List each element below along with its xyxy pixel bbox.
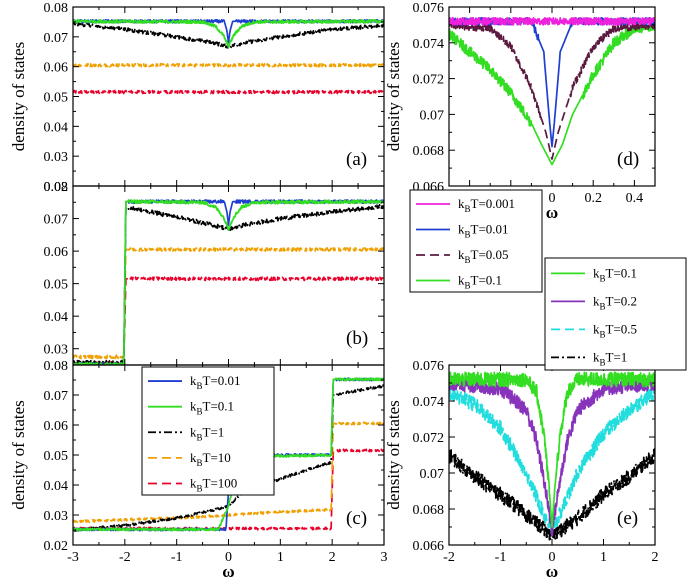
series-c-4 (73, 377, 384, 532)
ytick-d: 0.068 (413, 144, 445, 159)
series-e-0 (449, 448, 655, 542)
xtick-e: -2 (443, 550, 455, 565)
xtick-c: 0 (225, 550, 232, 565)
panel-e: 0.066 0.068 0.07 0.072 0.074 0.076 -2 -1 0 1 2 (e) d… (384, 359, 659, 579)
panel-label-b: (b) (346, 328, 368, 349)
xtick-d: 0.4 (626, 191, 644, 206)
panel-label-e: (e) (617, 508, 638, 529)
legend-c (141, 366, 275, 496)
legend-label-e: kBT=0.5 (593, 321, 637, 339)
legend-label-d: kBT=0.05 (458, 247, 509, 265)
series-a-4 (73, 19, 384, 49)
legend-label-c: kBT=1 (190, 424, 224, 442)
legend-d (409, 189, 543, 293)
series-b-0 (73, 276, 384, 365)
ytick-a: 0.08 (44, 1, 69, 16)
ytick-b: 0.06 (44, 245, 69, 260)
panel-b: 0.03 0.04 0.05 0.06 0.07 0.08 (b) (44, 180, 385, 366)
series-b-3 (73, 199, 384, 365)
ytick-c: 0.02 (44, 539, 69, 554)
xlabel-e: ω (546, 562, 558, 579)
legend-e (544, 257, 687, 371)
ytick-a: 0.07 (44, 31, 69, 46)
ytick-c: 0.07 (44, 389, 69, 404)
ytick-c: 0.08 (44, 359, 69, 374)
series-b-1 (73, 246, 384, 360)
panel-label-c: (c) (346, 508, 367, 529)
xtick-c: 1 (277, 550, 284, 565)
legend-label-c: kBT=0.1 (190, 399, 234, 417)
ytick-c: 0.03 (44, 509, 69, 524)
ytick-c: 0.05 (44, 449, 69, 464)
panel-a: 0.02 0.03 0.04 0.05 0.06 0.07 0.08 (a) density o… (9, 1, 385, 195)
frame-a (72, 6, 385, 187)
ytick-d: 0.074 (413, 37, 445, 52)
legend-label-d: kBT=0.001 (458, 196, 515, 214)
xtick-c: -1 (171, 550, 183, 565)
series-d-0 (449, 19, 655, 166)
panel-label-a: (a) (346, 149, 367, 170)
ytick-e: 0.072 (413, 431, 445, 446)
series-a-0 (73, 89, 384, 95)
ytick-e: 0.074 (413, 395, 445, 410)
series-b-4 (73, 199, 384, 365)
xtick-d: 0 (549, 191, 556, 206)
ytick-e: 0.066 (413, 539, 445, 554)
ytick-e: 0.07 (420, 467, 445, 482)
xtick-e: -1 (495, 550, 507, 565)
ylabel-a: density of states (9, 42, 28, 152)
ytick-d: 0.07 (420, 108, 445, 123)
ytick-c: 0.04 (44, 479, 69, 494)
ytick-e: 0.068 (413, 503, 445, 518)
ytick-a: 0.04 (44, 120, 69, 135)
ytick-a: 0.05 (44, 91, 69, 106)
panel-label-d: (d) (617, 149, 639, 170)
series-e-3 (449, 371, 655, 528)
ytick-c: 0.06 (44, 419, 69, 434)
xtick-e: 1 (600, 550, 607, 565)
xtick-c: 3 (381, 550, 388, 565)
series-d-3 (449, 16, 655, 26)
xtick-e: 0 (549, 550, 556, 565)
xlabel-d: ω (546, 203, 558, 222)
xtick-c: 2 (329, 550, 336, 565)
legend-label-e: kBT=0.1 (593, 265, 637, 283)
xtick-d: 0.2 (584, 191, 602, 206)
ytick-b: 0.08 (44, 180, 69, 195)
ytick-b: 0.07 (44, 213, 69, 228)
legend-label-c: kBT=100 (190, 475, 237, 493)
ytick-d: 0.072 (413, 73, 445, 88)
legend-label-d: kBT=0.1 (458, 273, 502, 291)
ytick-d: 0.076 (413, 1, 445, 16)
xtick-e: 2 (652, 550, 659, 565)
series-e-2 (449, 375, 655, 537)
ytick-a: 0.02 (44, 180, 69, 195)
legend-label-d: kBT=0.01 (458, 222, 509, 240)
ytick-a: 0.03 (44, 150, 69, 165)
ytick-a: 0.06 (44, 61, 69, 76)
series-a-1 (73, 62, 384, 68)
xtick-c: -3 (67, 550, 79, 565)
ylabel-c: density of states (9, 400, 28, 510)
ytick-b: 0.03 (44, 343, 69, 358)
series-d-1 (449, 20, 655, 160)
ytick-b: 0.05 (44, 278, 69, 293)
ytick-b: 0.04 (44, 310, 69, 325)
xlabel-c: ω (222, 562, 234, 579)
legend-label-c: kBT=10 (190, 450, 231, 468)
series-c-1 (73, 421, 384, 524)
ylabel-d: density of states (384, 42, 403, 152)
ytick-e: 0.076 (413, 359, 445, 374)
ylabel-e: density of states (384, 400, 403, 510)
legend-label-e: kBT=1 (593, 349, 627, 367)
legend-label-e: kBT=0.2 (593, 293, 637, 311)
xtick-c: -2 (119, 550, 131, 565)
legend-label-c: kBT=0.01 (190, 373, 241, 391)
